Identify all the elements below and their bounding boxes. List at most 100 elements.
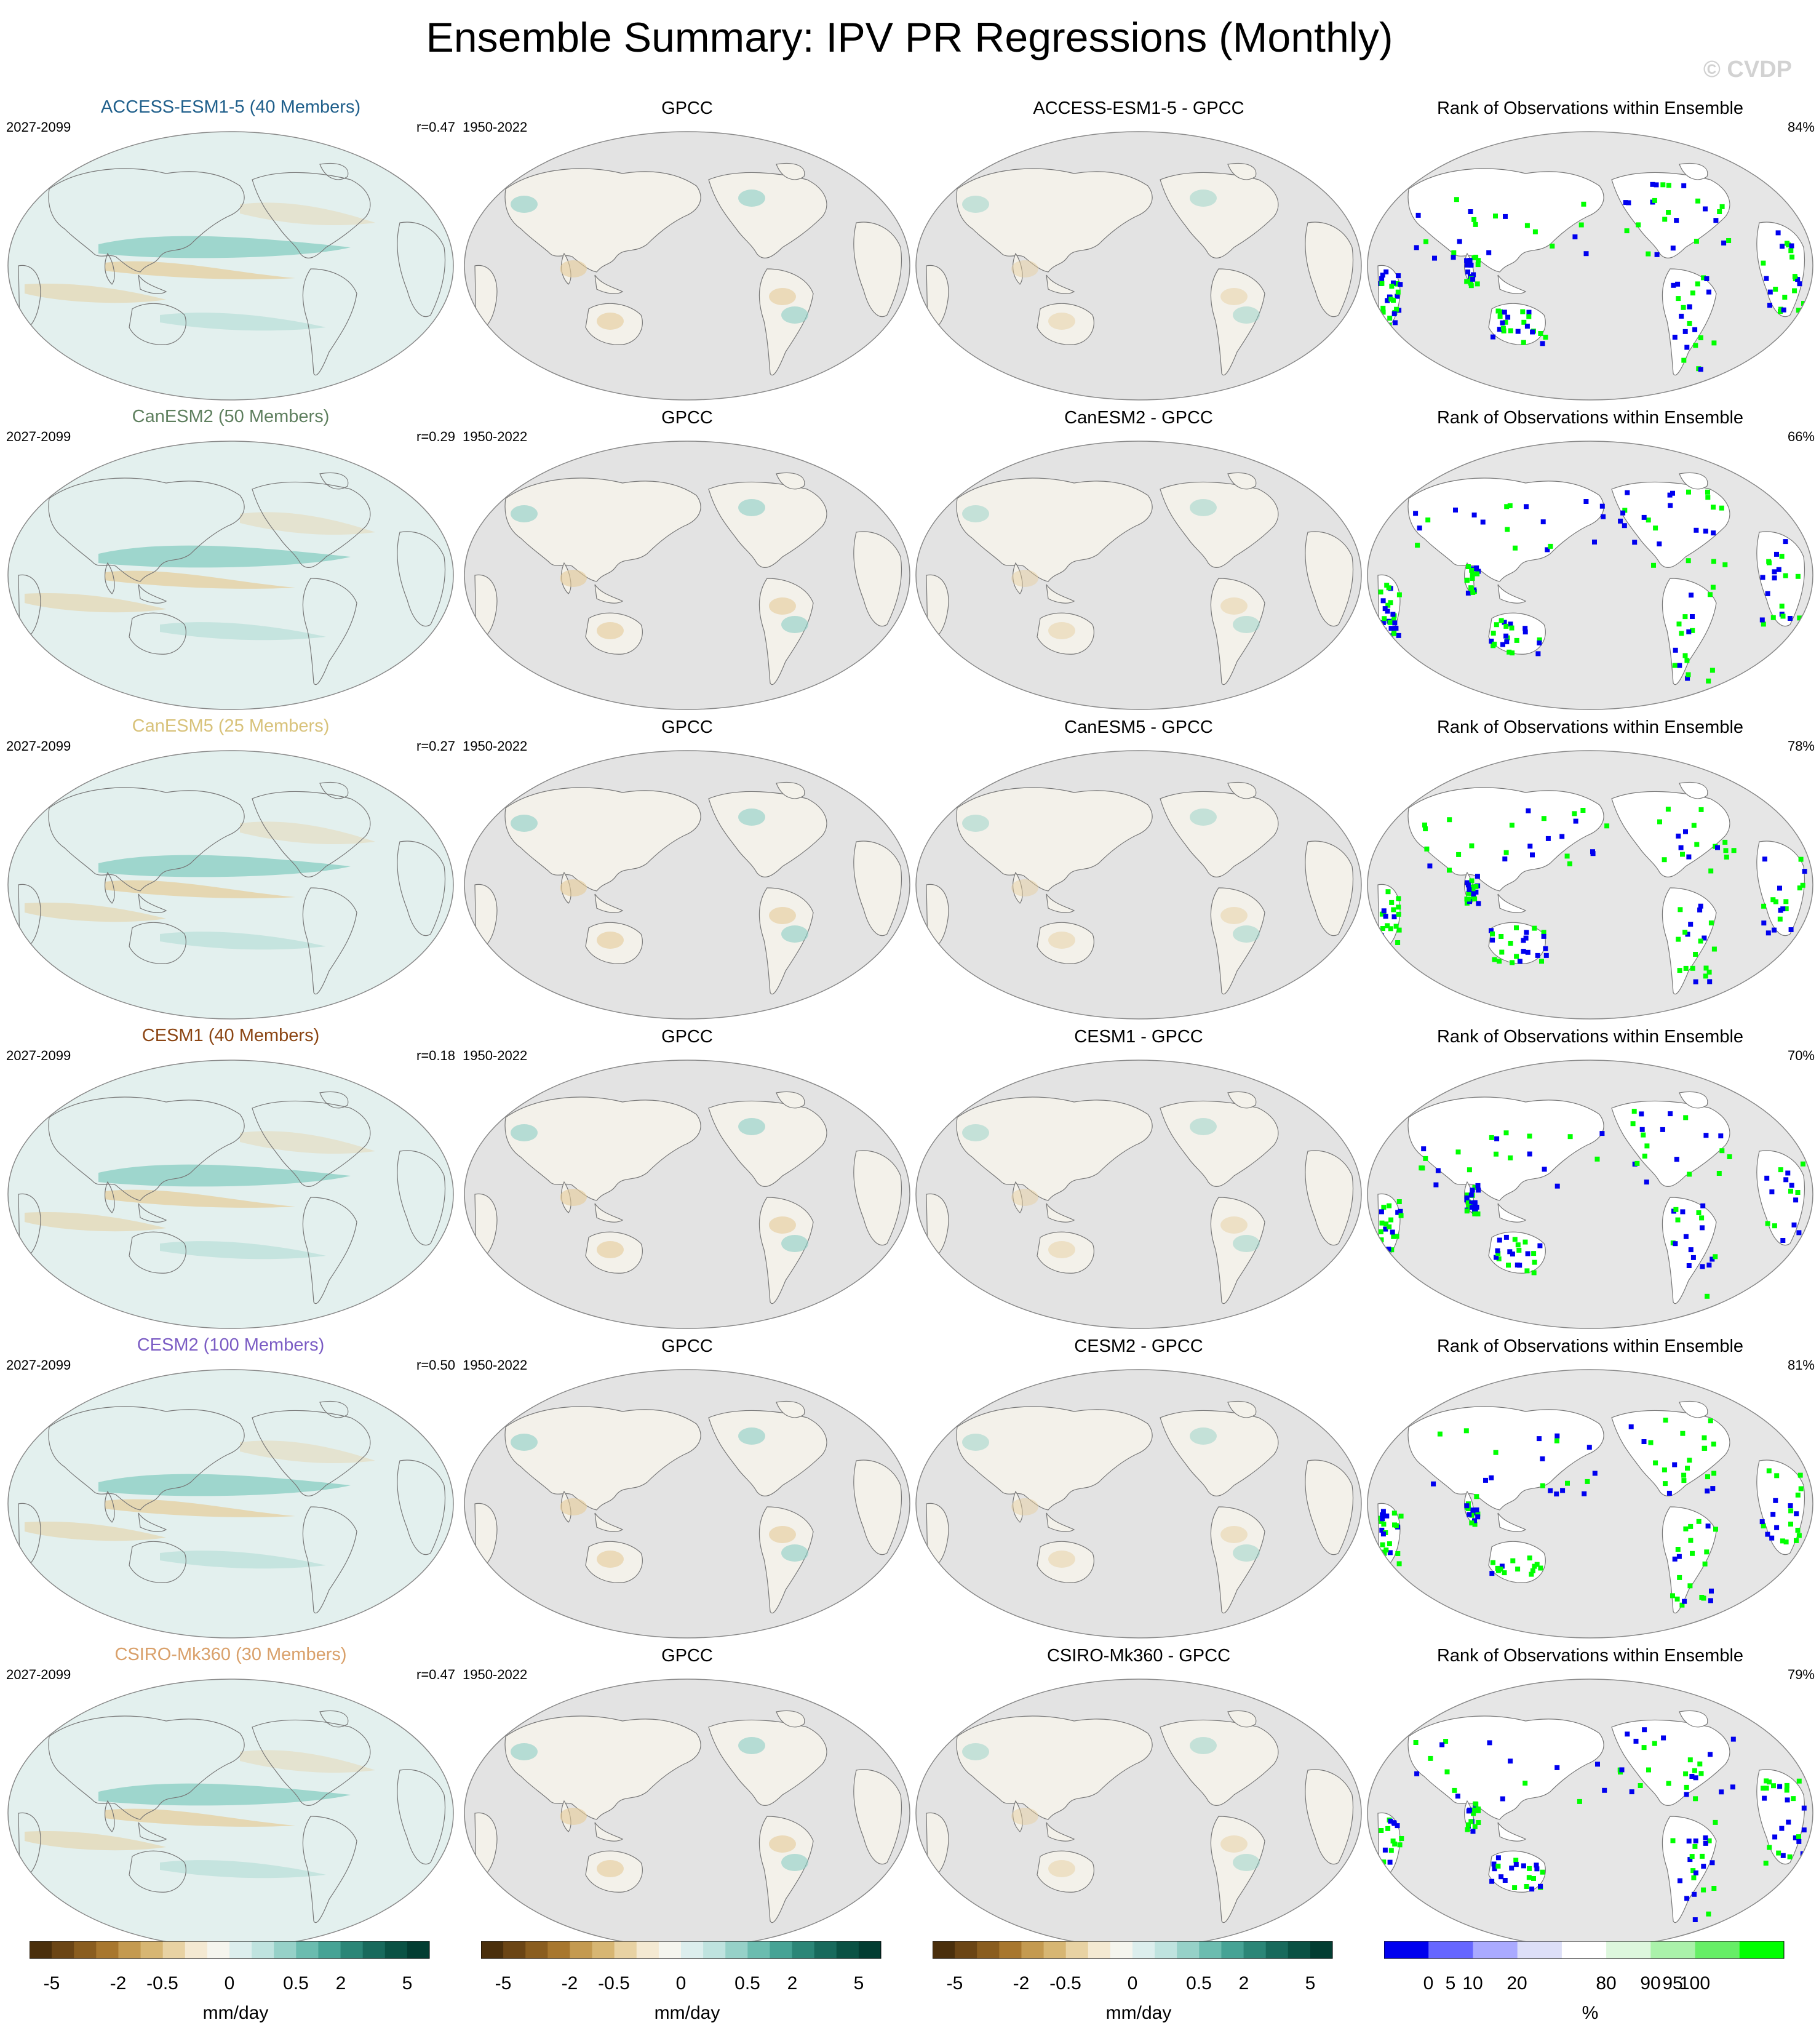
rank-cell bbox=[1577, 1798, 1582, 1804]
rank-cell bbox=[1538, 1565, 1543, 1571]
coastline-greenland bbox=[1679, 781, 1708, 799]
rank-cell bbox=[1677, 1575, 1682, 1580]
rank-cell bbox=[1689, 593, 1694, 598]
coastline-eurasia bbox=[504, 1096, 701, 1201]
rank-cell bbox=[1390, 1838, 1396, 1844]
coastline-africa_right bbox=[853, 1459, 902, 1555]
rank-cell bbox=[1466, 890, 1471, 896]
rank-cell bbox=[1391, 280, 1396, 285]
rank-cell bbox=[1396, 904, 1401, 910]
rank-cell bbox=[1486, 250, 1492, 255]
rank-cell bbox=[1722, 562, 1728, 567]
obs-period-label: 1950-2022 bbox=[463, 119, 528, 135]
rank-cell bbox=[1421, 1146, 1427, 1152]
rank-cell bbox=[1527, 1151, 1532, 1157]
wet-spot bbox=[738, 1427, 765, 1445]
rank-cell bbox=[1765, 1531, 1770, 1537]
rank-cell bbox=[1465, 1827, 1470, 1832]
rank-cell bbox=[1586, 1445, 1592, 1450]
coastline-eurasia bbox=[1407, 1715, 1604, 1820]
dry-band bbox=[240, 512, 375, 535]
rank-cell bbox=[1383, 1221, 1389, 1227]
rank-cell bbox=[1629, 1789, 1634, 1795]
wet-spot bbox=[962, 196, 989, 213]
rank-cell bbox=[1687, 1857, 1693, 1862]
diff-map bbox=[915, 1369, 1362, 1639]
rank-cell bbox=[1642, 1727, 1647, 1733]
rank-cell bbox=[1795, 1190, 1801, 1195]
pr-swatch bbox=[362, 1941, 386, 1958]
globe-outline bbox=[1367, 750, 1813, 1020]
pr-swatch bbox=[229, 1941, 252, 1958]
rank-cell bbox=[1788, 248, 1794, 254]
wet-band bbox=[98, 1164, 351, 1187]
rank-cell bbox=[1464, 900, 1470, 906]
correlation-label: r=0.18 bbox=[416, 1048, 455, 1063]
pr-swatch bbox=[340, 1941, 364, 1958]
rank-cell bbox=[1730, 1784, 1735, 1790]
rank-cell bbox=[1433, 1182, 1439, 1188]
rank-cell bbox=[1515, 1567, 1521, 1572]
rank-cell bbox=[1510, 1252, 1515, 1257]
globe-background bbox=[464, 132, 910, 400]
rank-cell bbox=[1708, 868, 1714, 874]
rank-cell bbox=[1673, 647, 1678, 653]
rank-cell bbox=[1777, 1784, 1783, 1789]
rank-cell bbox=[1698, 938, 1703, 944]
pr-swatch bbox=[96, 1941, 119, 1958]
rank-swatch bbox=[1473, 1941, 1518, 1958]
rank-cell bbox=[1532, 1260, 1537, 1265]
rank-cell bbox=[1762, 1795, 1767, 1801]
rank-cell bbox=[1491, 631, 1496, 636]
wet-band bbox=[98, 855, 351, 877]
pr-frame bbox=[481, 1941, 882, 1959]
rank-cell bbox=[1476, 901, 1481, 906]
rank-cell bbox=[1706, 1838, 1712, 1843]
rank-cell bbox=[1772, 927, 1777, 933]
rank-cell bbox=[1682, 653, 1688, 658]
rank-cell bbox=[1592, 539, 1597, 545]
rank-cell bbox=[1683, 1526, 1689, 1531]
rank-cell bbox=[1494, 1136, 1500, 1141]
rank-swatch bbox=[1695, 1941, 1740, 1958]
rank-cell bbox=[1529, 1886, 1535, 1892]
rank-cell bbox=[1792, 288, 1797, 293]
rank-cell bbox=[1541, 816, 1546, 821]
wet-spot bbox=[962, 505, 989, 522]
pr-tick-label: 0.5 bbox=[734, 1973, 760, 1994]
rank-cell bbox=[1783, 1177, 1789, 1183]
wet-spot bbox=[1190, 808, 1217, 826]
globe-background bbox=[1367, 1679, 1813, 1947]
rank-cell bbox=[1508, 621, 1513, 627]
rank-cell bbox=[1414, 245, 1419, 250]
rank-cell bbox=[1687, 1757, 1693, 1763]
rank-cell bbox=[1523, 935, 1529, 941]
obs-title: GPCC bbox=[661, 1027, 713, 1047]
rank-cell bbox=[1396, 273, 1401, 279]
rank-cell bbox=[1480, 519, 1486, 525]
rank-cell bbox=[1470, 571, 1475, 577]
rank-cell bbox=[1657, 819, 1662, 824]
rank-cell bbox=[1792, 274, 1797, 279]
rank-cell bbox=[1626, 200, 1631, 206]
rank-cell bbox=[1388, 626, 1394, 631]
rank-title: Rank of Observations within Ensemble bbox=[1436, 98, 1744, 118]
rank-cell bbox=[1387, 316, 1393, 321]
wet-spot bbox=[781, 1235, 808, 1252]
correlation-label: r=0.29 bbox=[416, 429, 455, 444]
rank-cell bbox=[1694, 527, 1699, 533]
coastline-greenland bbox=[319, 1400, 349, 1418]
rank-cell bbox=[1383, 914, 1388, 919]
rank-cell bbox=[1499, 1874, 1504, 1880]
dry-spot bbox=[560, 260, 587, 277]
dry-spot bbox=[597, 1551, 624, 1568]
rank-cell bbox=[1391, 1234, 1396, 1239]
rank-cell bbox=[1510, 960, 1515, 965]
coastline-namerica bbox=[252, 481, 371, 568]
rank-cell bbox=[1787, 1854, 1793, 1859]
rank-cell bbox=[1648, 1440, 1654, 1445]
coastline-india bbox=[105, 1181, 115, 1213]
rank-cell bbox=[1385, 602, 1391, 608]
rank-cell bbox=[1789, 254, 1795, 260]
rank-cell bbox=[1497, 327, 1502, 332]
